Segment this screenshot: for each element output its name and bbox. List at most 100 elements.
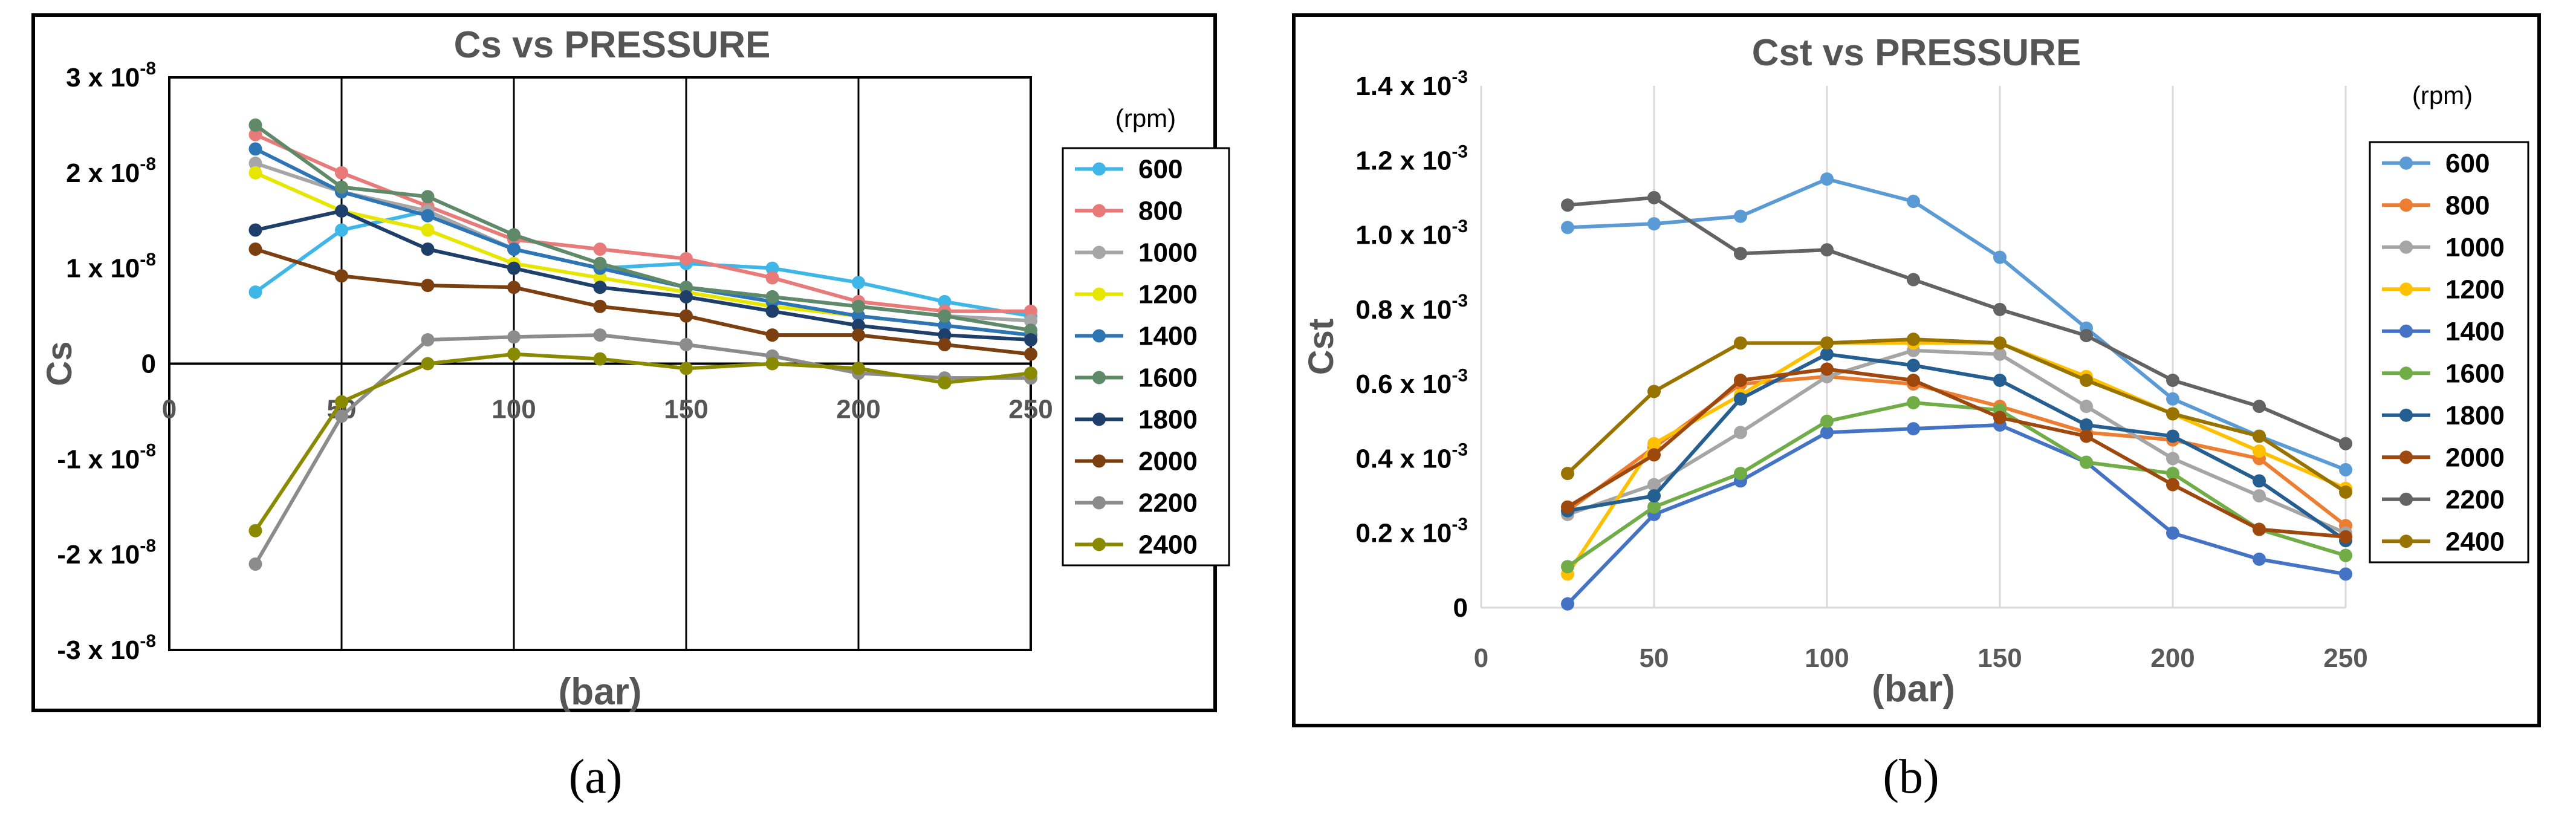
- data-point-2400: [335, 395, 348, 409]
- x-tick-label: 200: [836, 395, 880, 424]
- data-point-1000: [1647, 478, 1661, 492]
- y-tick-label: 0.4 x 10-3: [1355, 440, 1468, 474]
- legend-entry-1400: 1400: [1138, 322, 1198, 351]
- data-point-1800: [335, 204, 348, 218]
- data-point-800: [765, 271, 779, 285]
- data-point-2200: [1820, 243, 1834, 257]
- data-point-2000: [507, 281, 521, 294]
- data-point-1800: [1734, 392, 1747, 406]
- panel-label-b: (b): [1883, 750, 1939, 804]
- data-point-1400: [852, 309, 865, 323]
- data-point-1600: [1561, 560, 1574, 574]
- data-point-1600: [335, 180, 348, 194]
- legend-entry-2000: 2000: [1138, 447, 1198, 476]
- legend-entry-2400: 2400: [1138, 530, 1198, 560]
- series-line-2000: [1566, 367, 2346, 539]
- data-point-2400: [2253, 429, 2266, 443]
- y-tick-label: 1.0 x 10-3: [1355, 216, 1468, 250]
- data-point-1600: [938, 309, 952, 323]
- data-point-2000: [335, 269, 348, 283]
- data-point-2000: [2253, 522, 2266, 536]
- x-axis-label: (bar): [559, 671, 642, 713]
- data-point-1800: [1820, 347, 1834, 361]
- legend-swatch-marker: [2399, 366, 2413, 380]
- series-line-800: [255, 132, 1031, 313]
- data-point-1000: [2253, 489, 2266, 503]
- chart-title: Cst vs PRESSURE: [1752, 32, 2081, 74]
- data-point-600: [1993, 250, 2007, 264]
- data-point-600: [248, 285, 262, 299]
- series-line-2400: [254, 352, 1031, 532]
- data-point-600: [335, 223, 348, 237]
- series-line-2200: [1567, 195, 2347, 446]
- data-point-1800: [1024, 333, 1037, 347]
- data-point-2200: [507, 330, 521, 344]
- data-point-1600: [1734, 467, 1747, 481]
- series-line-2000: [255, 247, 1031, 356]
- x-tick-label: 250: [2323, 643, 2367, 673]
- data-point-2200: [2253, 400, 2266, 414]
- data-point-1800: [852, 319, 865, 333]
- data-point-2200: [2166, 373, 2179, 387]
- data-point-1600: [765, 290, 779, 304]
- x-tick-label: 200: [2150, 643, 2195, 673]
- data-point-1400: [2253, 552, 2266, 566]
- data-point-1400: [507, 242, 521, 256]
- data-point-2200: [1561, 198, 1574, 212]
- data-point-800: [248, 128, 262, 141]
- series-line-1600: [254, 123, 1031, 333]
- data-point-1600: [2080, 455, 2093, 469]
- data-point-1600: [507, 228, 521, 242]
- data-point-2200: [1647, 190, 1661, 204]
- data-point-1600: [248, 118, 262, 132]
- y-tick-label: 0.8 x 10-3: [1355, 291, 1468, 325]
- legend-entry-1000: 1000: [1138, 238, 1198, 268]
- data-point-2400: [1820, 336, 1834, 350]
- legend-swatch-marker: [1092, 245, 1106, 259]
- data-point-1800: [1993, 373, 2007, 387]
- x-tick-label: 250: [1008, 395, 1053, 424]
- y-tick-label: 0.6 x 10-3: [1355, 365, 1468, 399]
- data-point-1000: [1734, 426, 1747, 440]
- legend-swatch-marker: [2399, 198, 2413, 212]
- data-point-2000: [2080, 429, 2093, 443]
- data-point-1200: [1647, 437, 1661, 450]
- data-point-1600: [421, 190, 435, 204]
- legend-entry-600: 600: [2445, 149, 2490, 178]
- legend-swatch-marker: [2399, 450, 2413, 464]
- data-point-1800: [2253, 474, 2266, 488]
- data-point-1400: [938, 319, 952, 333]
- legend-entry-1000: 1000: [2445, 233, 2505, 262]
- legend-entry-2000: 2000: [2445, 443, 2505, 472]
- data-point-2000: [765, 328, 779, 342]
- data-point-1600: [1820, 414, 1834, 428]
- legend-entry-1200: 1200: [1138, 280, 1198, 310]
- data-point-2400: [421, 357, 435, 371]
- y-tick-label: 3 x 10-8: [66, 59, 156, 93]
- legend-entry-1600: 1600: [2445, 359, 2505, 388]
- legend-swatch-marker: [1092, 204, 1106, 218]
- data-point-800: [680, 252, 693, 265]
- data-point-2000: [852, 328, 865, 342]
- data-point-2400: [1907, 333, 1920, 346]
- data-point-2000: [2339, 530, 2352, 544]
- legend-entry-1400: 1400: [2445, 317, 2505, 346]
- data-point-800: [1024, 304, 1037, 318]
- data-point-2200: [421, 333, 435, 347]
- data-point-1400: [248, 142, 262, 156]
- legend-swatch-marker: [1092, 496, 1106, 510]
- data-point-2400: [938, 376, 952, 390]
- data-point-2200: [680, 337, 693, 351]
- data-point-1400: [2166, 526, 2179, 540]
- data-point-1800: [2166, 429, 2179, 443]
- data-point-2000: [1647, 448, 1661, 462]
- y-tick-label: -2 x 10-8: [57, 536, 156, 570]
- data-point-600: [1907, 195, 1920, 209]
- data-point-1000: [1024, 314, 1037, 328]
- data-point-2400: [507, 347, 521, 361]
- data-point-2400: [1647, 385, 1661, 398]
- legend-entry-2200: 2200: [1138, 489, 1198, 518]
- data-point-1200: [593, 271, 607, 285]
- y-tick-label: 1.2 x 10-3: [1355, 141, 1468, 175]
